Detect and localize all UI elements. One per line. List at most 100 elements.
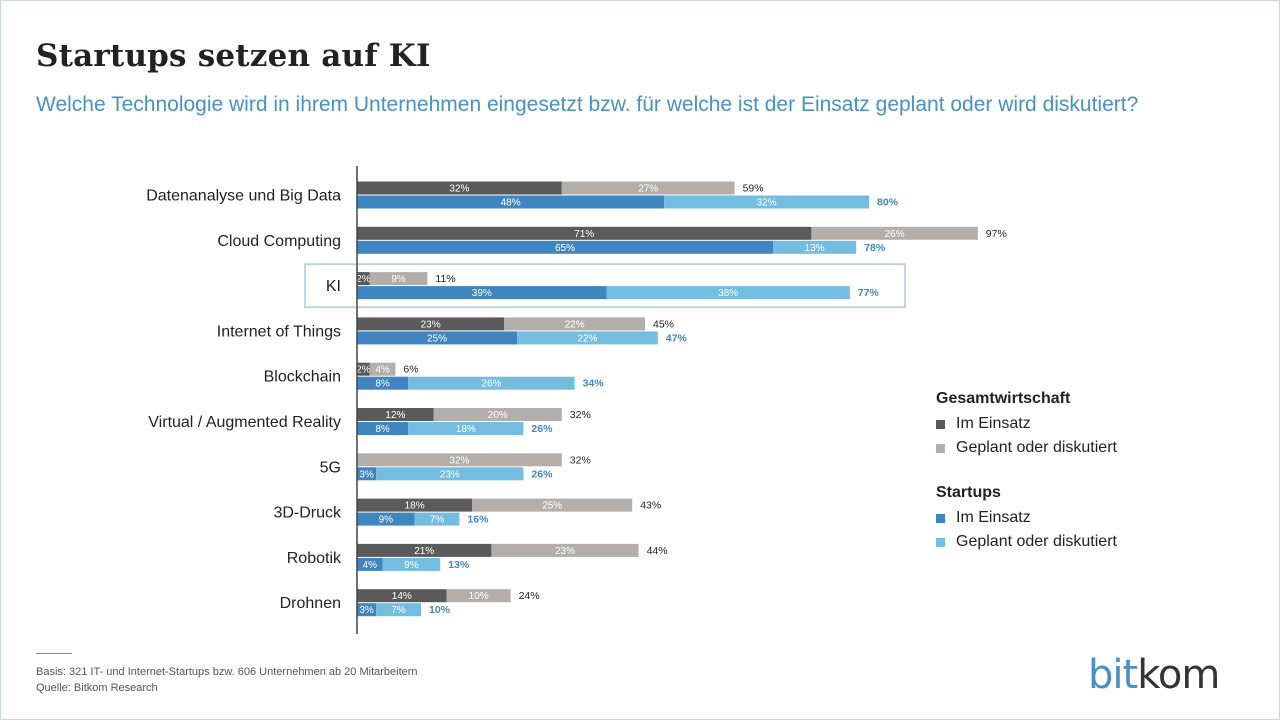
bar-gesamt-einsatz	[357, 543, 492, 557]
total-label-gesamt: 44%	[647, 545, 668, 557]
total-label-gesamt: 32%	[570, 409, 591, 421]
bar-gesamt-geplant	[369, 272, 428, 286]
data-label: 21%	[414, 546, 434, 557]
bar-startup-einsatz	[357, 557, 383, 571]
bar-gesamt-geplant	[811, 226, 978, 240]
total-label-gesamt: 32%	[570, 454, 591, 466]
data-label: 23%	[555, 546, 575, 557]
legend-swatch-startup-einsatz	[936, 513, 945, 523]
data-label: 7%	[430, 515, 445, 526]
footnote-divider	[36, 653, 72, 654]
data-label: 23%	[440, 469, 460, 480]
total-label-startup: 26%	[531, 468, 553, 480]
bar-gesamt-geplant	[446, 589, 511, 603]
bar-startup-einsatz	[357, 376, 409, 390]
legend-item-startup-geplant: Geplant oder diskutiert	[936, 530, 1117, 554]
bar-gesamt-geplant	[504, 317, 645, 331]
data-label: 23%	[421, 319, 441, 330]
bar-startup-einsatz	[357, 422, 409, 435]
bar-gesamt-einsatz	[357, 272, 370, 286]
legend-item-gesamt-geplant: Geplant oder diskutiert	[936, 436, 1117, 460]
category-label: Drohnen	[280, 595, 341, 612]
legend-label: Geplant oder diskutiert	[956, 439, 1117, 456]
legend-group-startups: Startups	[936, 484, 1001, 501]
total-label-gesamt: 97%	[986, 228, 1007, 240]
bar-startup-geplant	[773, 240, 857, 254]
legend-item-startup-einsatz: Im Einsatz	[936, 506, 1117, 530]
data-label: 26%	[885, 229, 905, 240]
category-label: Cloud Computing	[217, 233, 341, 250]
bar-startup-einsatz	[357, 467, 377, 481]
bar-gesamt-geplant	[472, 498, 633, 512]
data-label: 3%	[359, 605, 374, 616]
legend-item-gesamt-einsatz: Im Einsatz	[936, 412, 1117, 436]
total-label-startup: 10%	[429, 604, 451, 616]
data-label: 8%	[375, 424, 390, 435]
category-label: KI	[326, 278, 341, 295]
data-label: 32%	[449, 184, 469, 195]
total-label-gesamt: 45%	[653, 318, 674, 330]
total-label-startup: 80%	[877, 197, 899, 209]
bar-gesamt-einsatz	[357, 317, 505, 331]
total-label-startup: 77%	[858, 287, 880, 299]
bar-startup-geplant	[376, 467, 524, 481]
total-label-gesamt: 43%	[640, 500, 661, 512]
category-label: Datenanalyse und Big Data	[146, 188, 341, 205]
data-label: 18%	[456, 424, 476, 435]
total-label-gesamt: 6%	[403, 364, 418, 376]
data-label: 2%	[356, 365, 371, 376]
data-label: 38%	[718, 288, 738, 299]
data-label: 3%	[359, 469, 374, 480]
data-label: 13%	[805, 243, 825, 254]
data-label: 7%	[391, 605, 406, 616]
total-label-gesamt: 11%	[435, 273, 455, 285]
bar-startup-einsatz	[357, 603, 377, 617]
data-label: 25%	[427, 333, 447, 344]
bar-startup-einsatz	[357, 240, 773, 254]
data-label: 22%	[577, 333, 597, 344]
logo-part-kom: kom	[1137, 652, 1220, 698]
legend-label: Geplant oder diskutiert	[956, 533, 1117, 550]
total-label-startup: 78%	[864, 242, 886, 254]
legend-swatch-gesamt-geplant	[936, 443, 945, 453]
data-label: 26%	[481, 379, 501, 390]
data-label: 32%	[449, 455, 469, 466]
data-label: 12%	[385, 410, 405, 421]
data-label: 27%	[638, 184, 658, 195]
bar-gesamt-geplant	[433, 408, 562, 421]
footnote-basis: Basis: 321 IT- und Internet-Startups bzw…	[36, 666, 418, 678]
footnote-source: Quelle: Bitkom Research	[36, 682, 158, 694]
total-label-startup: 47%	[666, 332, 688, 344]
bar-gesamt-einsatz	[357, 181, 562, 195]
bar-startup-einsatz	[357, 286, 607, 300]
category-label: 5G	[320, 459, 341, 476]
bar-startup-geplant	[408, 376, 575, 390]
data-label: 14%	[392, 591, 412, 602]
category-label: Internet of Things	[217, 323, 341, 340]
category-label: 3D-Druck	[273, 505, 342, 522]
data-label: 10%	[469, 591, 489, 602]
bar-startup-einsatz	[357, 195, 665, 209]
data-label: 25%	[542, 501, 562, 512]
bar-startup-einsatz	[357, 512, 415, 526]
chart-title: Startups setzen auf KI	[36, 38, 431, 74]
legend-group-gesamtwirtschaft: Gesamtwirtschaft	[936, 390, 1071, 407]
bar-gesamt-geplant	[561, 181, 735, 195]
bar-gesamt-einsatz	[357, 589, 447, 603]
category-label: Virtual / Augmented Reality	[148, 414, 341, 431]
data-label: 4%	[375, 365, 390, 376]
data-label: 20%	[488, 410, 508, 421]
data-label: 39%	[472, 288, 492, 299]
total-label-startup: 26%	[531, 423, 553, 435]
legend-label: Im Einsatz	[956, 509, 1031, 526]
data-label: 9%	[404, 560, 419, 571]
total-label-gesamt: 59%	[743, 183, 764, 195]
data-label: 8%	[375, 379, 390, 390]
bitkom-logo: bitkom	[1088, 652, 1220, 698]
data-label: 4%	[363, 560, 378, 571]
bar-startup-geplant	[517, 331, 658, 345]
bar-gesamt-einsatz	[357, 226, 812, 240]
total-label-startup: 13%	[448, 559, 470, 571]
legend-swatch-gesamt-einsatz	[936, 419, 945, 429]
